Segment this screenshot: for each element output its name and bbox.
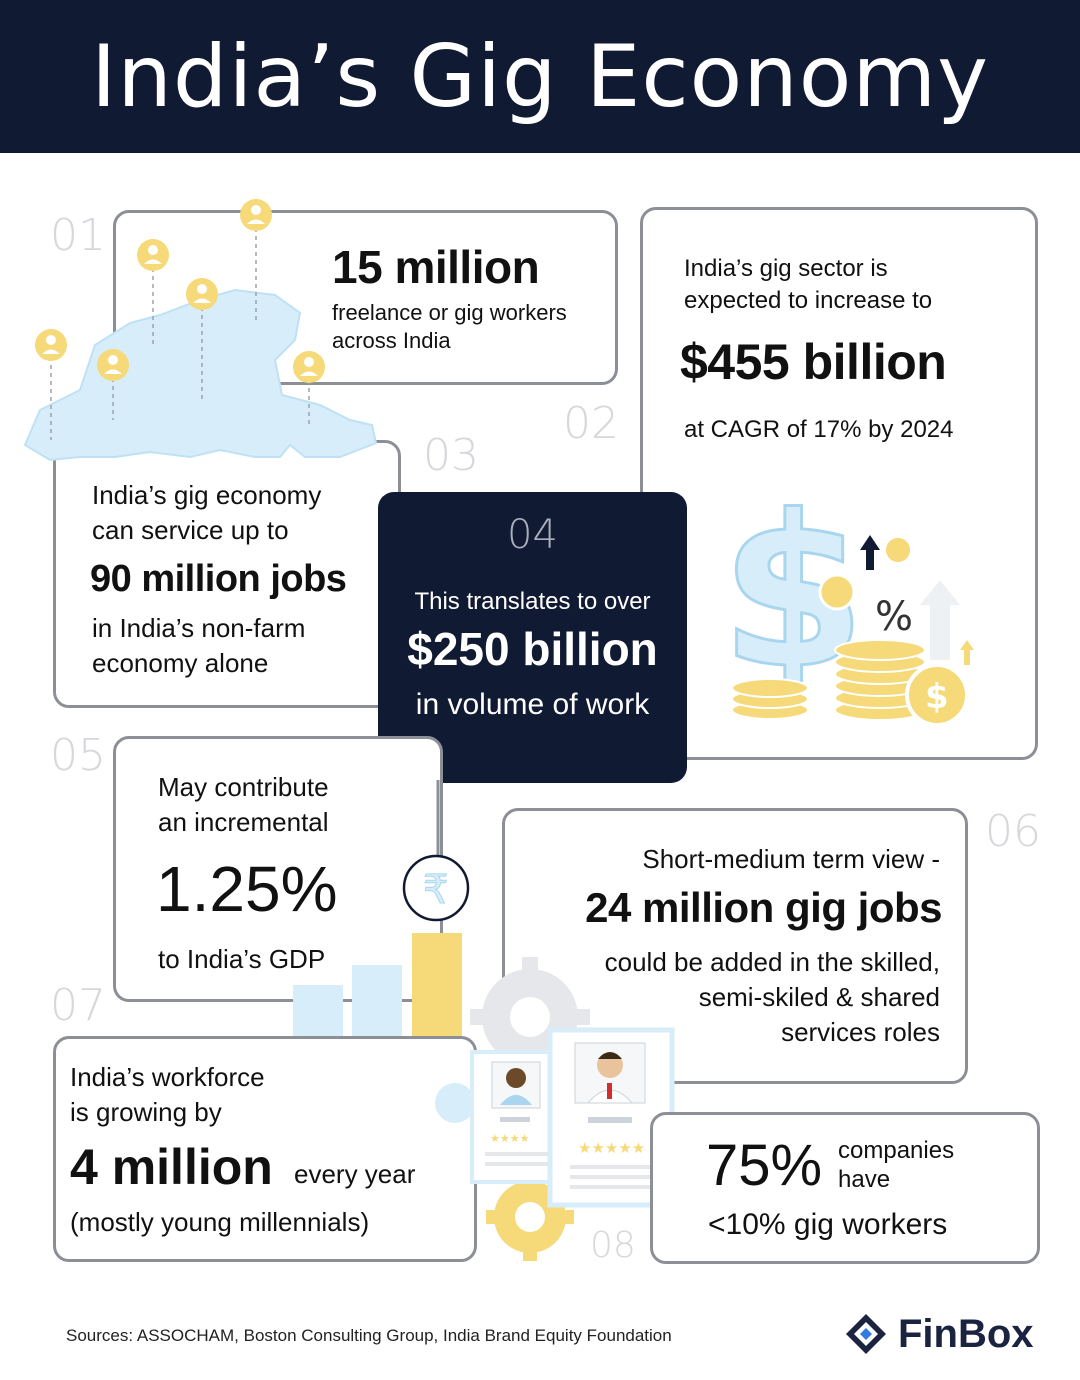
person-pin-icon <box>186 278 218 310</box>
person-pin-icon <box>293 351 325 383</box>
card-07-pre2: is growing by <box>70 1097 222 1127</box>
card-03-pre2: can service up to <box>92 515 289 545</box>
card-04-value: $250 billion <box>407 623 658 675</box>
card-07-number: 07 <box>50 980 106 1031</box>
money-growth-illustration: $ % $ <box>719 495 974 727</box>
card-05 <box>113 736 443 1002</box>
card-03-post1: in India’s non-farm <box>92 613 306 643</box>
rupee-icon <box>402 854 470 922</box>
card-02-post: at CAGR of 17% by 2024 <box>684 416 954 443</box>
card-07-value: 4 million <box>70 1139 273 1195</box>
card-05-number: 05 <box>50 730 106 781</box>
card-06-post3: services roles <box>781 1017 940 1047</box>
card-08-side1: companies <box>838 1137 955 1164</box>
india-map-illustration <box>23 199 378 462</box>
finbox-logo: FinBox <box>842 1310 1034 1358</box>
card-01-line2: across India <box>332 328 451 353</box>
card-08 <box>650 1112 1040 1264</box>
sources-note: Sources: ASSOCHAM, Boston Consulting Gro… <box>66 1326 672 1345</box>
gear-icon <box>435 1083 475 1123</box>
card-06-number: 06 <box>985 806 1041 857</box>
svg-text:$: $ <box>925 677 949 717</box>
card-04-number: 04 <box>507 512 558 558</box>
arrow-up-icon <box>860 535 880 570</box>
card-01-line1: freelance or gig workers <box>332 300 567 325</box>
card-03 <box>53 440 401 708</box>
coin-stack-icon <box>731 678 809 720</box>
finbox-logo-icon <box>846 1314 886 1354</box>
card-04-post: in volume of work <box>415 688 650 721</box>
coin-icon <box>905 663 969 727</box>
card-08-value: 75% <box>706 1133 823 1198</box>
card-07-pre1: India’s workforce <box>70 1062 265 1092</box>
arrow-up-icon <box>960 640 974 665</box>
card-04-pre: This translates to over <box>414 588 651 615</box>
svg-text:★★★★: ★★★★ <box>490 1133 530 1145</box>
gear-icon <box>486 1173 574 1261</box>
gear-icon <box>470 957 590 1077</box>
person-pin-icon <box>97 349 129 381</box>
header-banner: India’s Gig Economy <box>0 0 1080 153</box>
gdp-bars-illustration: ₹ <box>293 780 470 1037</box>
card-02-number: 02 <box>563 398 619 449</box>
card-03-value: 90 million jobs <box>90 558 347 600</box>
card-06-pre: Short-medium term view - <box>642 844 940 874</box>
coin-icon <box>886 538 910 562</box>
profiles-illustration: ★★★★ ★★★★★ <box>435 957 675 1261</box>
card-08-number: 08 <box>590 1225 636 1266</box>
card-02-value: $455 billion <box>680 334 947 390</box>
card-02-pre1: India’s gig sector is <box>684 255 888 282</box>
card-03-number: 03 <box>423 430 479 481</box>
card-05-pre2: an incremental <box>158 807 329 837</box>
card-03-post2: economy alone <box>92 648 269 678</box>
card-07-post: (mostly young millennials) <box>70 1207 370 1237</box>
card-07-suffix: every year <box>294 1159 416 1189</box>
card-05-post: to India’s GDP <box>158 944 326 974</box>
card-08-side2: have <box>838 1166 891 1193</box>
arrow-up-icon <box>920 580 960 660</box>
card-08-post: <10% gig workers <box>708 1208 948 1241</box>
card-05-value: 1.25% <box>156 853 338 925</box>
svg-text:★★★★★: ★★★★★ <box>578 1140 645 1157</box>
card-07 <box>53 1036 477 1262</box>
profile-card-icon: ★★★★ <box>470 1050 564 1184</box>
card-02 <box>640 207 1038 760</box>
coin-icon <box>818 573 856 611</box>
card-06-value: 24 million gig jobs <box>585 884 942 931</box>
card-01-number: 01 <box>50 210 106 261</box>
card-02-pre2: expected to increase to <box>684 287 933 314</box>
person-pin-icon <box>240 199 272 231</box>
card-01-value: 15 million <box>332 241 540 293</box>
card-04: 04 This translates to over $250 billion … <box>378 492 687 783</box>
svg-text:₹: ₹ <box>423 867 448 913</box>
brand-name: FinBox <box>898 1311 1034 1356</box>
card-03-pre1: India’s gig economy <box>92 480 322 510</box>
person-pin-icon <box>35 329 67 361</box>
person-pin-icon <box>137 239 169 271</box>
percent-icon: % <box>875 594 913 640</box>
profile-card-icon: ★★★★★ <box>547 1027 675 1208</box>
page-title: India’s Gig Economy <box>90 26 990 127</box>
card-06-post2: semi-skiled & shared <box>698 982 940 1012</box>
card-06-post1: could be added in the skilled, <box>604 947 940 977</box>
card-05-pre1: May contribute <box>158 772 329 802</box>
